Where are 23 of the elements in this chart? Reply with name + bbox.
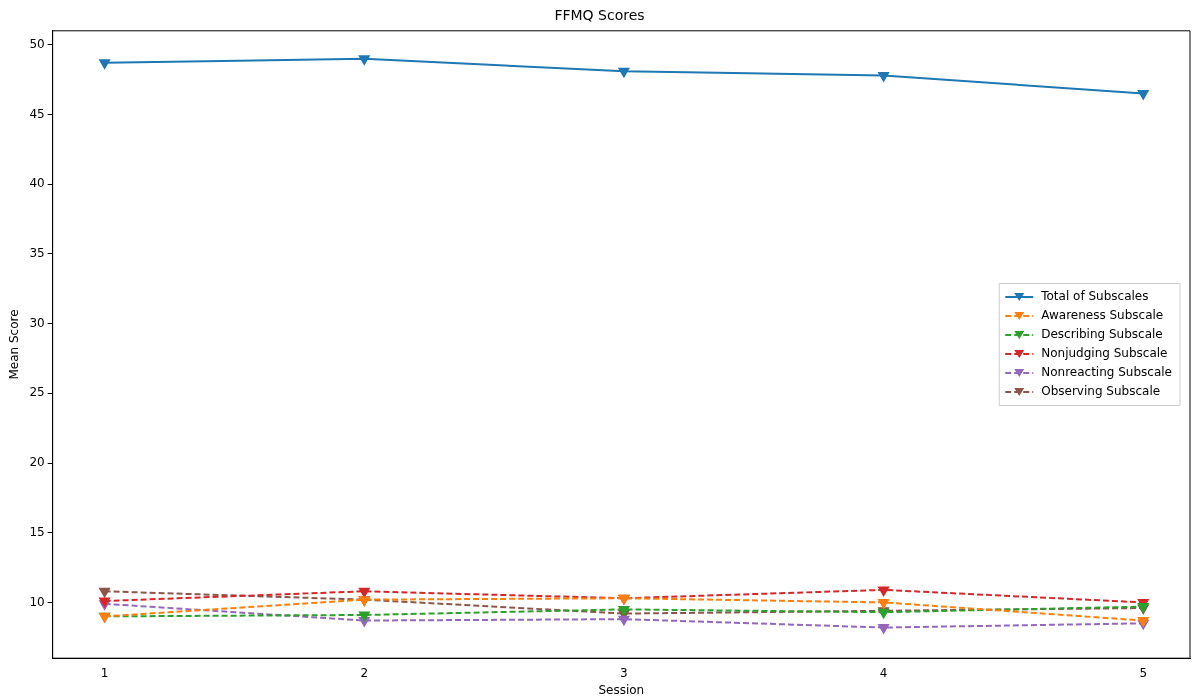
- x-tick-label: 2: [360, 665, 369, 680]
- y-tick-label: 40: [29, 176, 45, 191]
- x-tick-label: 3: [620, 665, 628, 680]
- x-tick-label: 1: [100, 665, 109, 680]
- legend-label: Total of Subscales: [1040, 289, 1149, 304]
- legend-label: Nonjudging Subscale: [1041, 346, 1168, 361]
- y-tick-label: 20: [29, 455, 45, 470]
- y-tick-label: 50: [29, 36, 45, 51]
- legend-label: Awareness Subscale: [1041, 308, 1164, 323]
- y-tick-label: 45: [29, 106, 45, 121]
- y-tick-label: 15: [29, 524, 45, 539]
- legend-label: Describing Subscale: [1041, 327, 1163, 342]
- x-tick-label: 5: [1139, 665, 1148, 680]
- y-axis-title: Mean Score: [7, 309, 22, 380]
- legend-label: Observing Subscale: [1041, 384, 1161, 399]
- x-tick-label: 4: [879, 665, 888, 680]
- legend-label: Nonreacting Subscale: [1041, 365, 1172, 380]
- y-tick-label: 30: [29, 315, 45, 330]
- y-tick-label: 35: [29, 246, 45, 260]
- chart-title: FFMQ Scores: [554, 7, 645, 24]
- y-tick-label: 25: [29, 385, 45, 400]
- y-tick-label: 10: [29, 594, 45, 609]
- x-axis-title: Session: [598, 682, 645, 697]
